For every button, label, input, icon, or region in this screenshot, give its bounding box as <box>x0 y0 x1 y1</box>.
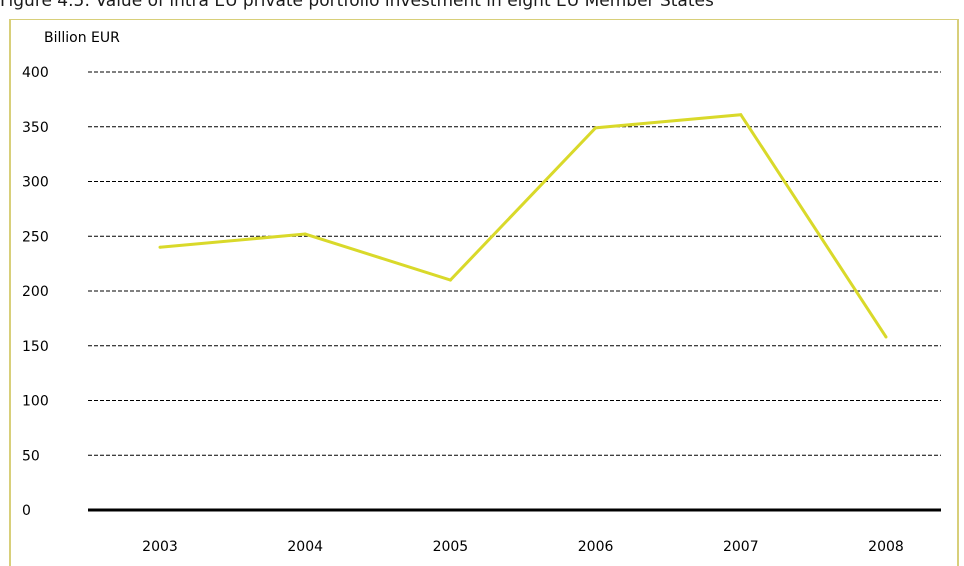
data-point <box>303 232 307 236</box>
y-tick-label: 100 <box>22 394 49 410</box>
x-tick-label: 2003 <box>142 539 178 555</box>
data-point <box>448 278 452 282</box>
data-point <box>594 126 598 130</box>
y-tick-label: 150 <box>22 339 49 355</box>
x-tick-label: 2004 <box>287 539 323 555</box>
data-point <box>884 335 888 339</box>
x-tick-label: 2007 <box>723 539 759 555</box>
page-title: Figure 4.5: Value of intra EU private po… <box>0 0 714 11</box>
x-axis-tick-labels: 2003 2004 2005 2006 2007 2008 <box>142 539 904 555</box>
y-tick-label: 200 <box>22 284 49 300</box>
series-layer <box>158 113 888 339</box>
chart-frame <box>9 19 959 566</box>
gridlines <box>88 71 941 456</box>
y-tick-label: 350 <box>22 120 49 136</box>
y-tick-label: 250 <box>22 229 49 245</box>
y-tick-label: 0 <box>22 503 31 519</box>
series-line <box>159 113 888 338</box>
y-tick-label: 300 <box>22 175 49 191</box>
x-tick-label: 2005 <box>433 539 469 555</box>
y-tick-label: 400 <box>22 65 49 81</box>
data-point <box>739 113 743 117</box>
x-tick-label: 2006 <box>578 539 614 555</box>
y-tick-label: 50 <box>22 448 40 464</box>
y-axis-label: Billion EUR <box>44 30 120 46</box>
y-axis-tick-labels: 0 50 100 150 200 250 300 350 400 <box>22 65 49 519</box>
data-point <box>158 245 162 249</box>
x-tick-label: 2008 <box>868 539 904 555</box>
